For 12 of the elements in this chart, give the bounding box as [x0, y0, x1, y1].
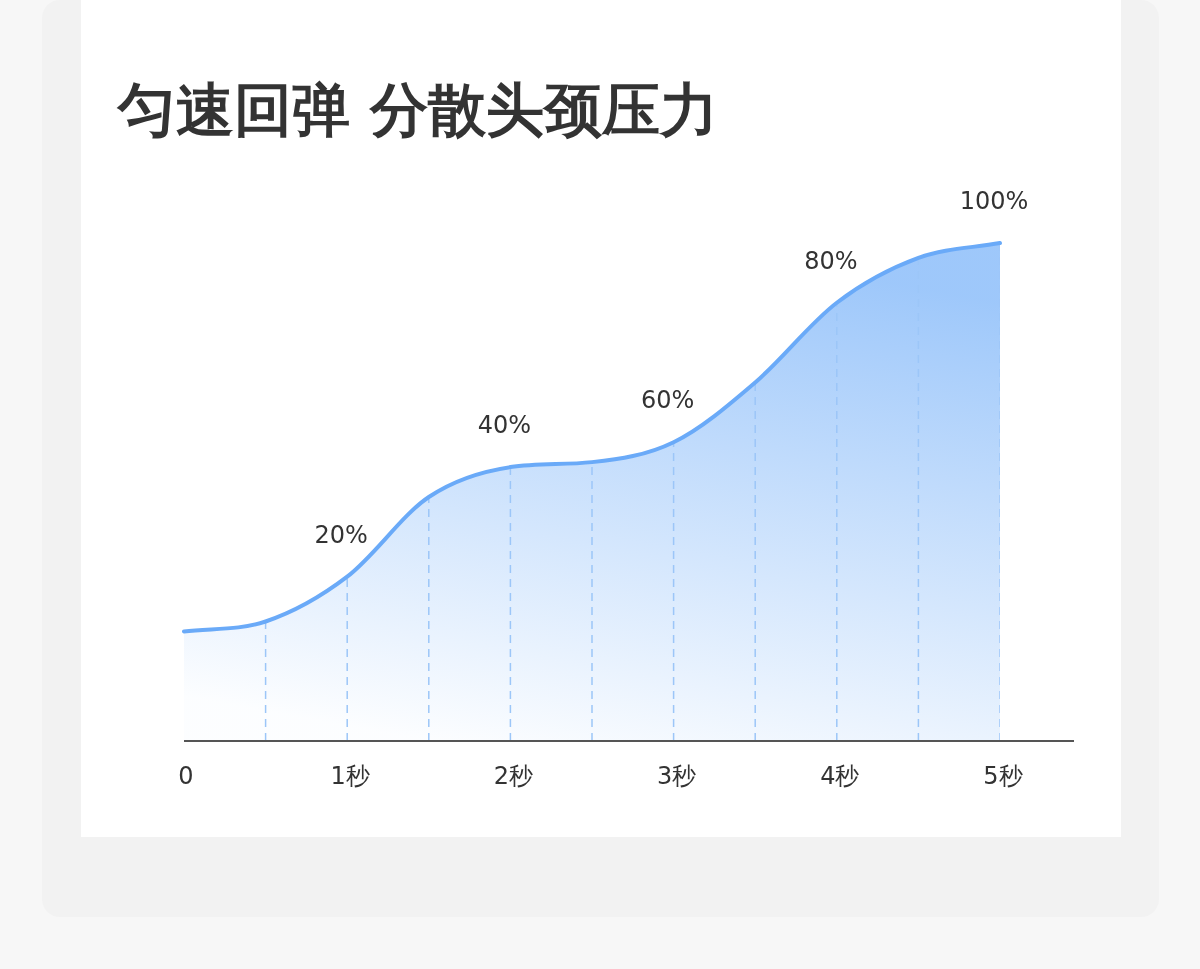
x-tick-label: 3秒	[656, 762, 697, 790]
chart-title: 匀速回弹 分散头颈压力	[116, 76, 719, 144]
x-tick-label: 1秒	[330, 762, 370, 790]
x-tick-label: 4秒	[820, 762, 860, 790]
annotation: 60%	[640, 386, 695, 415]
annotation: 80%	[804, 246, 858, 275]
annotation: 100%	[959, 187, 1029, 215]
x-tick-label: 5秒	[983, 762, 1023, 790]
annotation: 20%	[314, 520, 368, 549]
x-tick-label: 0	[178, 762, 194, 790]
annotation: 40%	[477, 411, 532, 440]
x-tick-label: 2秒	[493, 762, 534, 790]
